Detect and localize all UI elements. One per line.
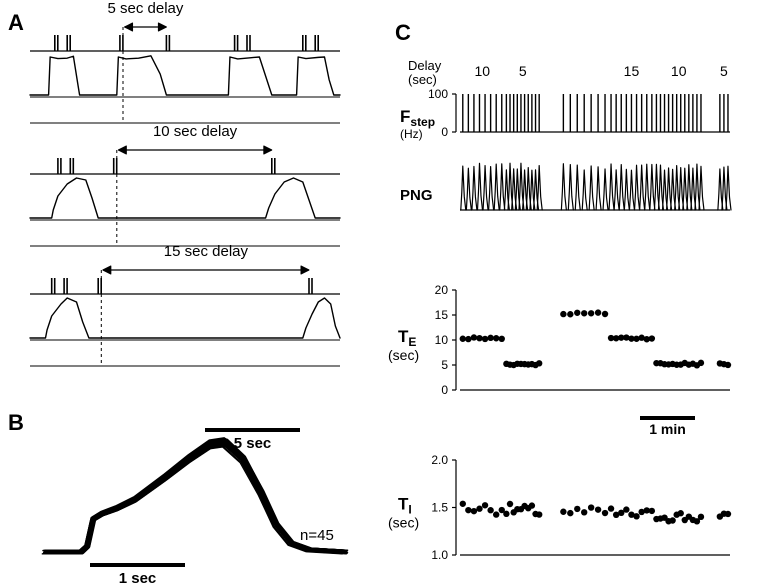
svg-text:5: 5 [720,63,728,79]
svg-text:Fstep: Fstep [400,107,435,129]
svg-text:1.5: 1.5 [431,501,448,515]
svg-text:10: 10 [474,63,490,79]
svg-text:(Hz): (Hz) [400,127,423,141]
svg-text:(sec): (sec) [408,72,437,87]
svg-text:5: 5 [519,63,527,79]
svg-text:C: C [395,20,411,45]
svg-text:15: 15 [435,308,449,322]
svg-text:1.0: 1.0 [431,548,448,562]
svg-text:1 min: 1 min [649,421,686,437]
svg-text:(sec): (sec) [388,347,419,363]
svg-text:10 sec delay: 10 sec delay [153,123,238,140]
svg-text:A: A [8,10,24,35]
svg-text:10: 10 [435,333,449,347]
svg-text:0: 0 [441,383,448,397]
svg-text:20: 20 [435,283,449,297]
svg-text:PNG: PNG [400,187,433,204]
svg-text:100: 100 [428,87,448,101]
svg-text:TI: TI [398,495,412,517]
svg-text:(sec): (sec) [388,515,419,531]
svg-text:Delay: Delay [408,58,442,73]
svg-text:2.0: 2.0 [431,453,448,467]
svg-text:B: B [8,410,24,435]
svg-text:TE: TE [398,327,416,349]
svg-text:5 sec delay: 5 sec delay [108,0,184,17]
svg-text:10: 10 [671,63,687,79]
svg-text:1 sec: 1 sec [119,570,157,587]
svg-text:5: 5 [441,358,448,372]
svg-text:0: 0 [441,125,448,139]
svg-text:15 sec delay: 15 sec delay [164,243,249,260]
svg-text:5 sec: 5 sec [234,435,272,452]
svg-text:15: 15 [624,63,640,79]
svg-text:n=45: n=45 [300,527,334,544]
